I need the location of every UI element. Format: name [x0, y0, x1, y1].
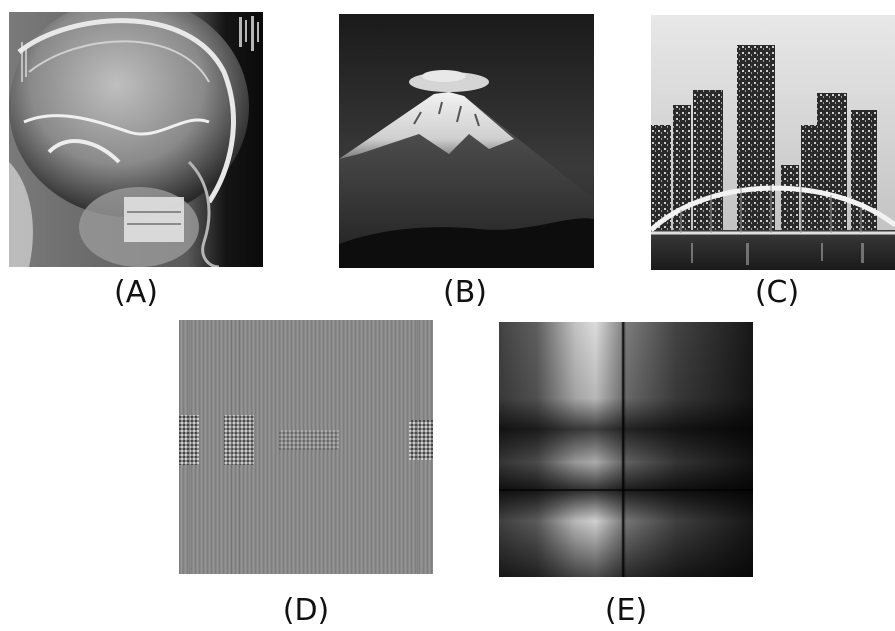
noise-pattern-graphic	[179, 320, 433, 574]
panel-label-a: (A)	[114, 275, 158, 310]
panel-d-noise-pattern-image	[179, 320, 433, 574]
panel-e-blurred-pattern-image	[499, 322, 753, 577]
panel-label-c: (C)	[754, 275, 800, 310]
panel-label-d: (D)	[282, 593, 330, 628]
city-bridge-graphic	[651, 15, 895, 270]
panel-a-xray-image	[9, 12, 263, 267]
panel-b-mountain-image	[339, 14, 594, 268]
mountain-graphic	[339, 14, 594, 268]
blurred-pattern-graphic	[499, 322, 753, 577]
panel-label-b: (B)	[443, 275, 487, 310]
xray-skull-graphic	[9, 12, 263, 267]
panel-label-e: (E)	[604, 593, 648, 628]
panel-c-city-bridge-image	[651, 15, 895, 270]
